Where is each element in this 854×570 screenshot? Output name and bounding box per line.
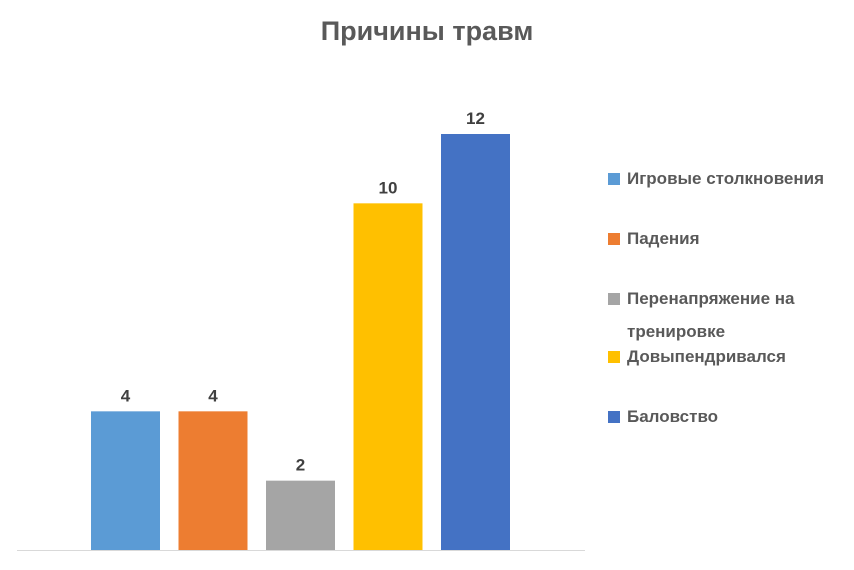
legend-label-2: Падения <box>627 229 700 248</box>
data-label-5: 12 <box>466 109 485 128</box>
legend-swatch-2 <box>608 233 620 245</box>
data-label-3: 2 <box>296 456 305 475</box>
data-label-4: 10 <box>379 178 398 197</box>
legend-label-5: Баловство <box>627 407 719 426</box>
legend-swatch-4 <box>608 351 620 363</box>
legend-item-1: Игровые столкновения <box>608 162 848 195</box>
legend-swatch-5 <box>608 411 620 423</box>
data-label-2: 4 <box>208 386 218 405</box>
legend-label-1: Игровые столкновения <box>627 169 825 188</box>
chart-title: Причины травм <box>320 16 534 46</box>
legend-label-4: Довыпендривался <box>627 347 786 366</box>
data-label-1: 4 <box>121 386 131 405</box>
legend-item-2: Падения <box>608 222 848 255</box>
legend-item-4: Довыпендривался <box>608 340 848 373</box>
bar-4 <box>353 203 423 551</box>
legend-label-3: Перенапряжение на тренировке <box>627 289 795 341</box>
bar-3 <box>266 480 335 550</box>
bar-1 <box>91 411 160 550</box>
legend-swatch-1 <box>608 173 620 185</box>
bar-5 <box>441 134 510 550</box>
legend-item-3: Перенапряжение на тренировке <box>608 282 848 348</box>
bar-2 <box>178 411 248 550</box>
legend-swatch-3 <box>608 293 620 305</box>
legend-item-5: Баловство <box>608 400 848 433</box>
